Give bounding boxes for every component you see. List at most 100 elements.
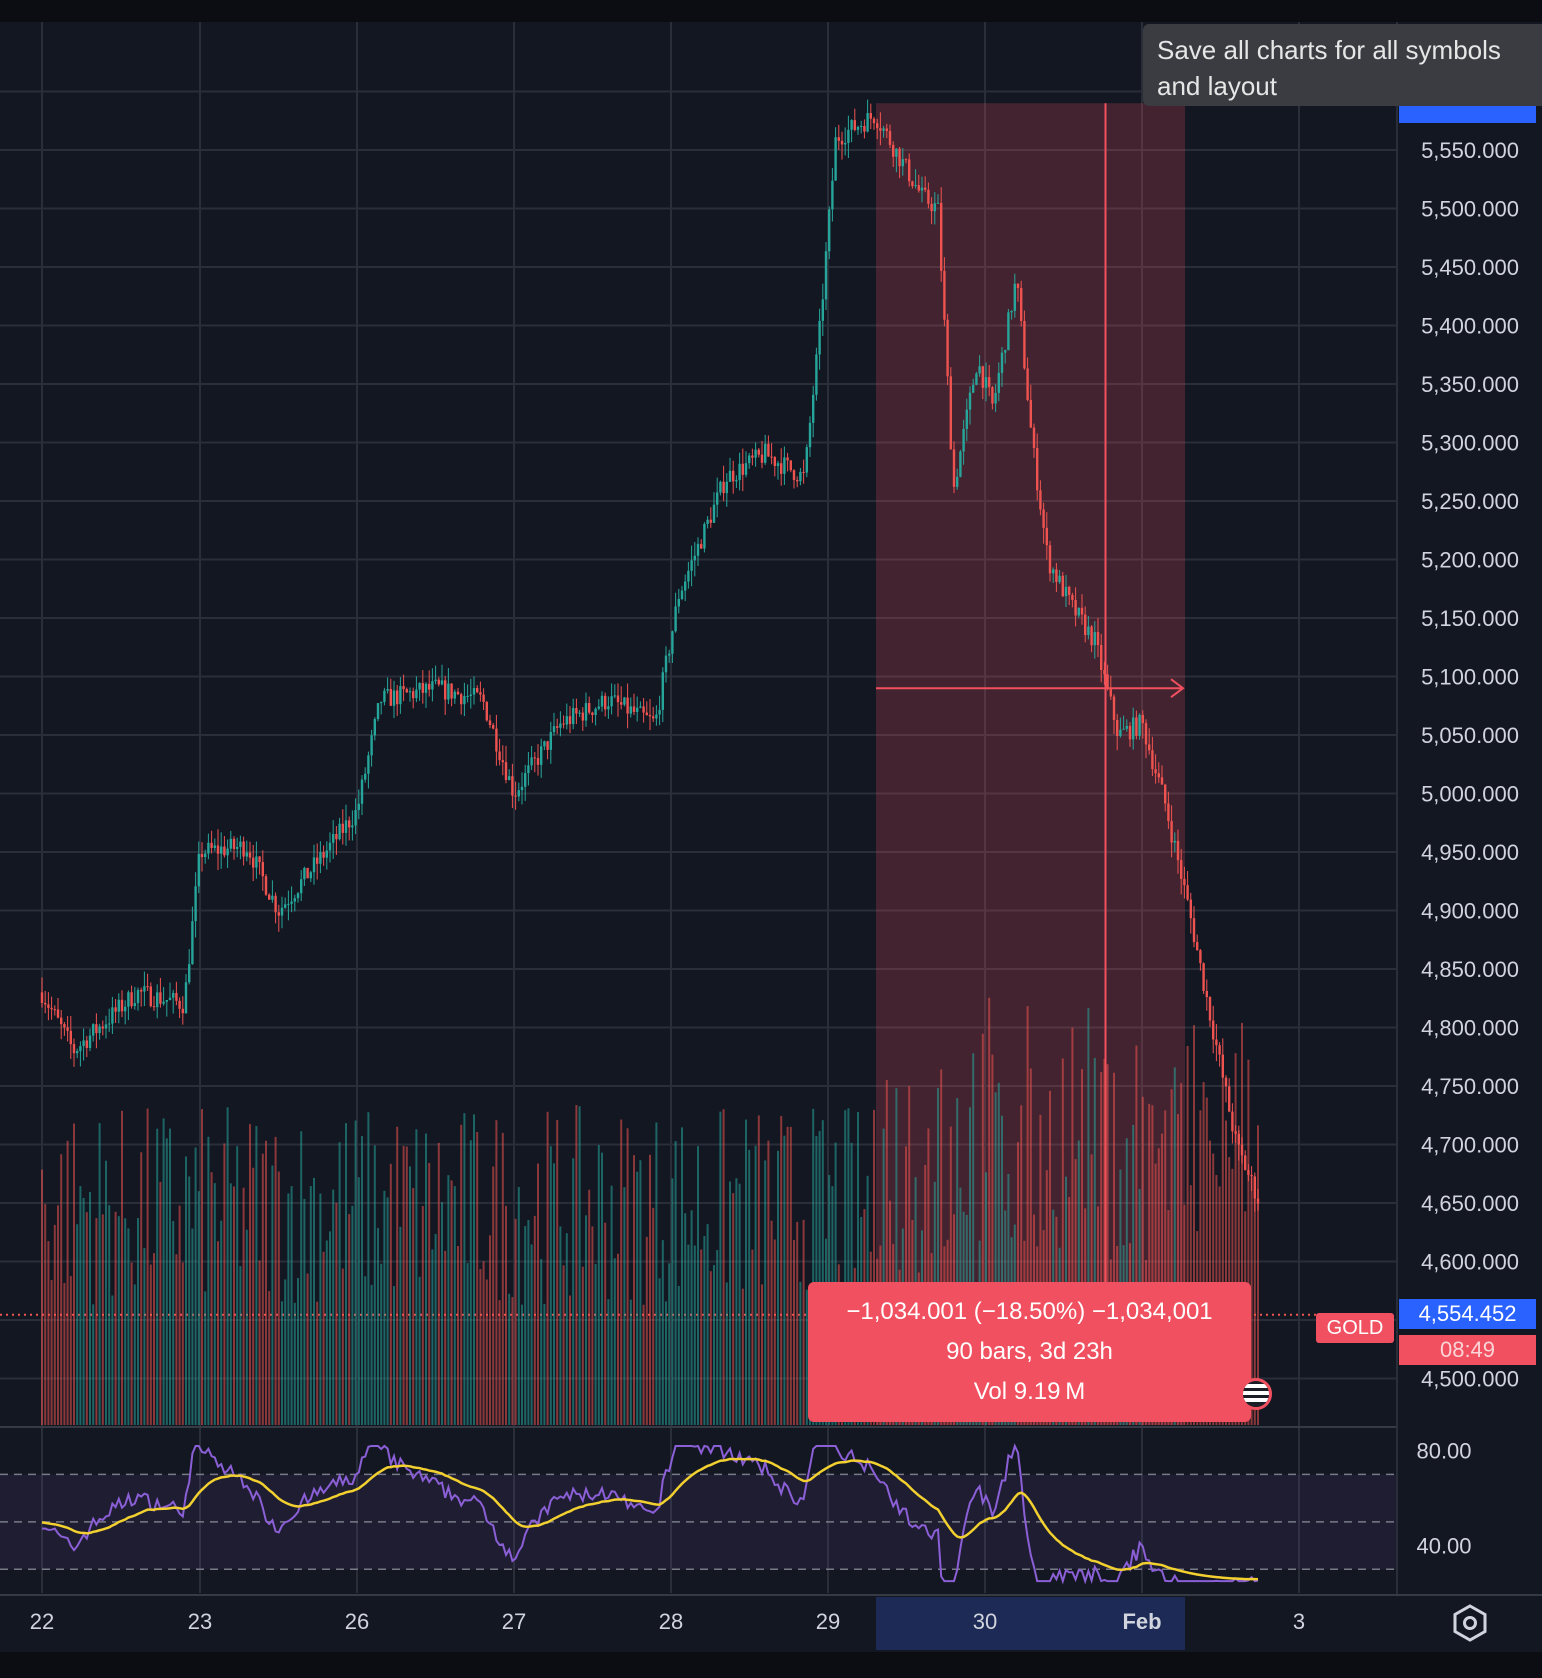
volume-bar xyxy=(569,1295,571,1425)
candle-body xyxy=(936,202,940,204)
candle-body xyxy=(895,148,898,157)
volume-bar xyxy=(764,1160,767,1425)
candle-body xyxy=(197,853,200,887)
candle-body xyxy=(604,695,607,710)
volume-bar xyxy=(434,1233,437,1425)
time-tick-label: 23 xyxy=(188,1609,212,1634)
volume-bar xyxy=(1170,1089,1173,1425)
candle-body xyxy=(111,1007,114,1024)
volume-bar xyxy=(469,1140,472,1425)
candle-body xyxy=(428,683,431,690)
candle-body xyxy=(760,454,764,463)
volume-bar xyxy=(553,1163,555,1425)
volume-bar xyxy=(207,1136,210,1425)
candle-body xyxy=(748,455,751,464)
volume-bar xyxy=(956,1098,959,1425)
candle-body xyxy=(508,776,511,780)
candle-body xyxy=(1084,614,1087,636)
candle-body xyxy=(485,701,488,721)
volume-bar xyxy=(649,1154,651,1425)
candle-body xyxy=(533,757,536,759)
candle-body xyxy=(1023,320,1026,369)
candle-body xyxy=(335,833,338,840)
candle-body xyxy=(927,189,930,204)
volume-bar xyxy=(63,1283,66,1425)
candle-body xyxy=(1071,595,1074,600)
candle-body xyxy=(152,1006,156,1008)
candle-body xyxy=(578,712,581,714)
candle-body xyxy=(776,463,780,466)
candle-body xyxy=(588,703,591,713)
volume-bar xyxy=(380,1263,383,1425)
candle-body xyxy=(1167,803,1170,822)
candle-body xyxy=(639,706,642,708)
volume-bar xyxy=(441,1202,443,1425)
volume-bar xyxy=(466,1263,469,1425)
volume-bar xyxy=(409,1166,411,1425)
candle-body xyxy=(47,1004,50,1008)
candle-body xyxy=(552,726,556,733)
candle-body xyxy=(652,716,655,719)
candle-body xyxy=(456,691,460,695)
volume-bar xyxy=(511,1297,514,1425)
volume-bar xyxy=(613,1258,616,1425)
candle-body xyxy=(808,422,812,448)
volume-bar xyxy=(882,1128,885,1425)
volume-bar xyxy=(1100,1072,1103,1425)
candle-body xyxy=(680,590,684,599)
volume-bar xyxy=(338,1142,341,1425)
candle-body xyxy=(1148,744,1151,751)
volume-bar xyxy=(197,1191,200,1425)
candle-body xyxy=(200,853,204,858)
volume-bar xyxy=(431,1249,434,1425)
volume-bar xyxy=(725,1282,728,1425)
current-price-tag: 4,554.452 xyxy=(1399,1299,1536,1329)
candle-body xyxy=(386,688,389,691)
volume-bar xyxy=(245,1229,248,1425)
candle-body xyxy=(559,723,562,728)
candle-body xyxy=(581,712,584,721)
volume-bar xyxy=(709,1271,712,1425)
candle-body xyxy=(149,986,152,1007)
candle-body xyxy=(389,688,392,706)
candle-body xyxy=(472,688,476,695)
candle-body xyxy=(1196,942,1199,951)
candle-body xyxy=(236,846,239,849)
volume-bar xyxy=(89,1192,91,1425)
settings-gear-icon[interactable] xyxy=(1449,1602,1491,1644)
us-flag-icon[interactable] xyxy=(1240,1378,1272,1410)
volume-bar xyxy=(735,1178,738,1425)
candle-body xyxy=(440,680,444,685)
candle-body xyxy=(248,852,252,858)
volume-bar xyxy=(745,1119,747,1425)
volume-bar xyxy=(44,1203,47,1425)
candle-body xyxy=(140,989,143,992)
candle-body xyxy=(1090,626,1093,646)
candle-body xyxy=(626,697,629,714)
volume-bar xyxy=(181,1262,184,1425)
volume-bar xyxy=(674,1141,677,1425)
volume-bar xyxy=(588,1189,591,1425)
candle-body xyxy=(1125,725,1128,729)
candle-body xyxy=(501,760,504,763)
volume-bar xyxy=(1237,1130,1240,1425)
volume-bar xyxy=(300,1131,303,1425)
volume-bar xyxy=(255,1125,258,1425)
volume-bar xyxy=(988,997,991,1425)
candle-body xyxy=(370,735,373,756)
candle-body xyxy=(95,1024,98,1034)
candle-body xyxy=(1176,840,1180,861)
volume-bar xyxy=(194,1147,197,1425)
candle-body xyxy=(933,203,936,212)
volume-bar xyxy=(370,1284,373,1425)
candle-body xyxy=(616,695,620,703)
candle-body xyxy=(130,992,133,1007)
candle-body xyxy=(444,680,447,700)
volume-bar xyxy=(1132,1124,1135,1425)
candle-body xyxy=(479,692,482,695)
candle-body xyxy=(258,856,261,863)
candle-body xyxy=(735,480,738,482)
candle-body xyxy=(591,712,594,716)
volume-bar xyxy=(383,1190,386,1425)
